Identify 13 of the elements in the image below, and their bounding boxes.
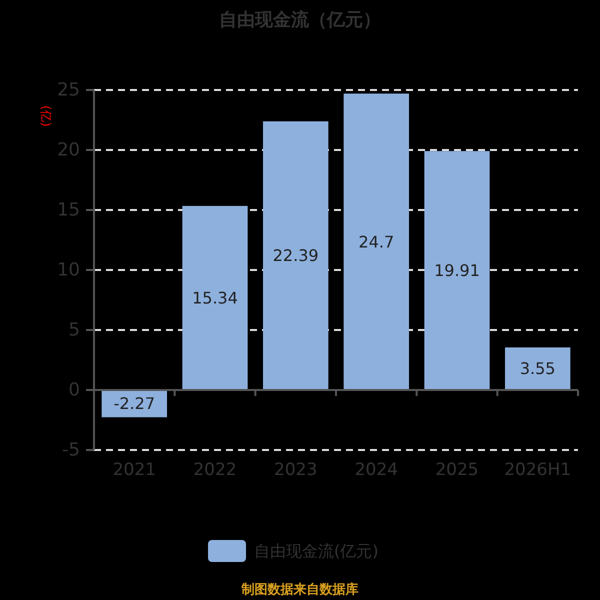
data-label: 15.34 — [192, 288, 238, 308]
bar — [182, 206, 248, 390]
data-label: 19.91 — [434, 261, 480, 280]
y-axis-title: (亿) — [39, 105, 53, 127]
data-label: 22.39 — [272, 246, 319, 266]
bar — [424, 151, 490, 390]
data-label: -2.27 — [114, 394, 156, 414]
text: 制图数据来自数据库 — [240, 582, 358, 598]
data-label: 24.7 — [358, 232, 394, 252]
data-label: 3.55 — [520, 359, 556, 378]
bar — [344, 94, 410, 390]
bar — [262, 121, 328, 390]
bar — [504, 347, 570, 390]
